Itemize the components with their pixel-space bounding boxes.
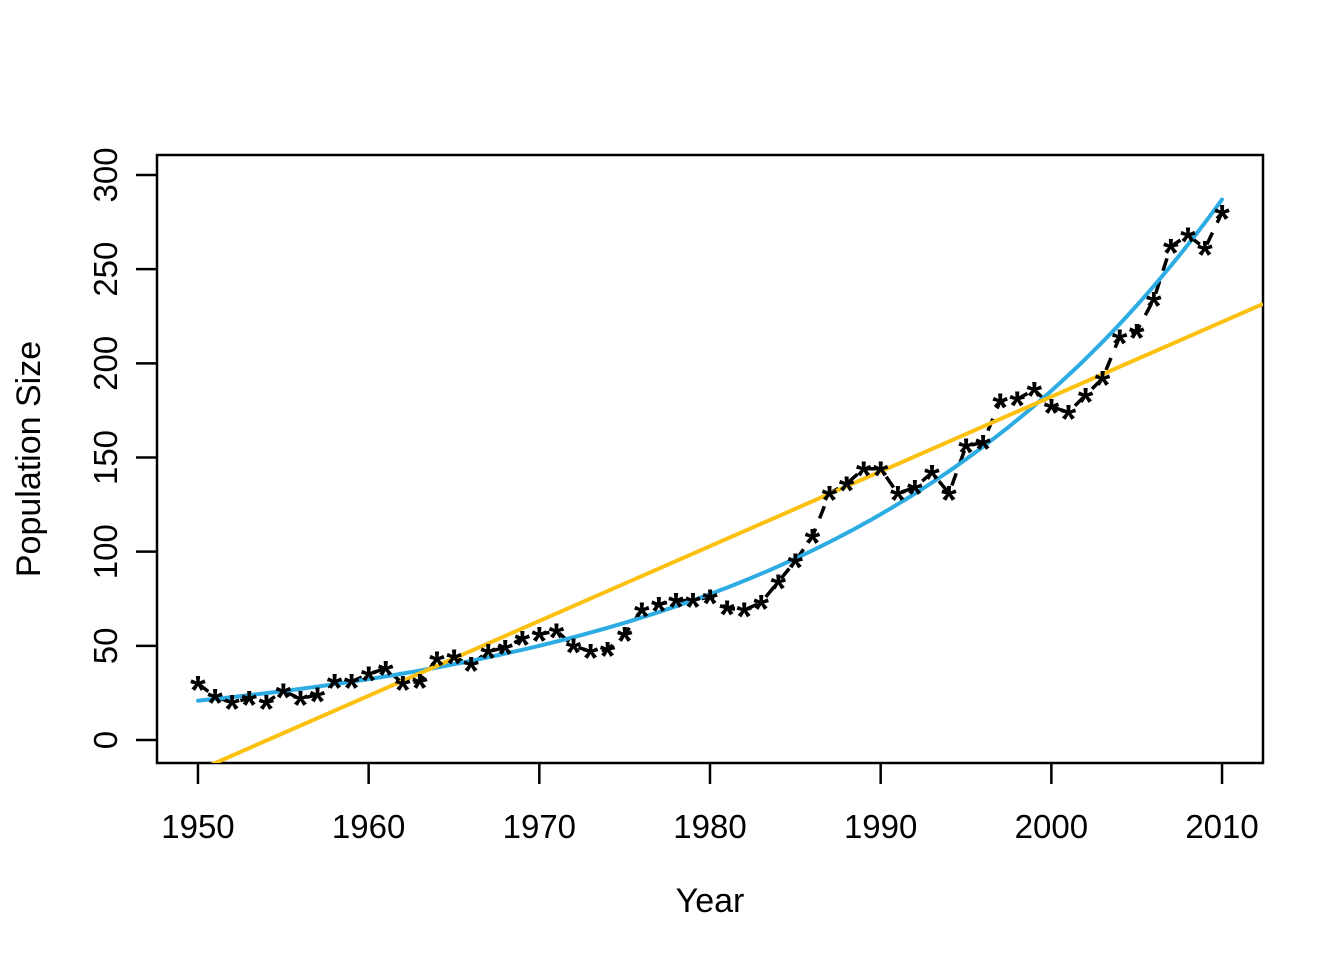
y-axis-tick-label: 300 — [87, 147, 124, 202]
data-point-asterisk: * — [361, 659, 377, 703]
data-point-asterisk: * — [429, 644, 445, 688]
data-point-asterisk: * — [822, 478, 838, 522]
data-point-asterisk: * — [190, 669, 206, 713]
linear-fit-line — [210, 302, 1263, 763]
data-point-asterisk: * — [617, 620, 633, 664]
data-point-asterisk: * — [839, 469, 855, 513]
data-point-asterisk: * — [378, 653, 394, 697]
data-point-asterisk: * — [310, 680, 326, 724]
x-axis-tick-label: 1960 — [332, 808, 405, 845]
data-point-asterisk: * — [600, 635, 616, 679]
x-axis-tick-label: 1990 — [844, 808, 917, 845]
x-axis-tick-label: 1970 — [503, 808, 576, 845]
y-axis-tick-label: 100 — [87, 524, 124, 579]
data-point-asterisk: * — [907, 473, 923, 517]
data-point-asterisk: * — [241, 684, 257, 728]
data-point-asterisk: * — [258, 687, 274, 731]
data-point-asterisk: * — [1129, 316, 1145, 360]
y-axis-tick-label: 50 — [87, 627, 124, 664]
data-point-asterisk: * — [634, 595, 650, 639]
data-point-asterisk: * — [327, 667, 343, 711]
data-point-asterisk: * — [992, 386, 1008, 430]
data-point-asterisk: * — [975, 427, 991, 471]
data-point-asterisk: * — [293, 684, 309, 728]
data-point-asterisk: * — [924, 458, 940, 502]
data-point-asterisk: * — [1027, 375, 1043, 419]
data-point-asterisk: * — [788, 546, 804, 590]
plot-box — [155, 153, 1265, 765]
data-point-asterisk: * — [685, 586, 701, 630]
data-point-asterisk: * — [224, 687, 240, 731]
y-axis-tick-label: 250 — [87, 242, 124, 297]
data-point-asterisk: * — [736, 595, 752, 639]
data-point-asterisk: * — [1180, 220, 1196, 264]
data-point-asterisk: * — [941, 478, 957, 522]
data-point-asterisk: * — [1214, 198, 1230, 242]
x-axis-tick-label: 2000 — [1015, 808, 1088, 845]
data-point-asterisk: * — [1095, 363, 1111, 407]
data-point-asterisk: * — [446, 642, 462, 686]
data-point-asterisk: * — [1078, 380, 1094, 424]
exponential-fit-curve — [196, 197, 1224, 703]
y-axis-title: Population Size — [10, 341, 48, 577]
data-point-asterisk: * — [395, 669, 411, 713]
observed-dashed-line — [196, 211, 1224, 705]
data-point-asterisk: * — [856, 454, 872, 498]
data-point-asterisk: * — [463, 650, 479, 694]
y-axis-tick-label: 0 — [87, 731, 124, 749]
data-point-asterisk: * — [702, 582, 718, 626]
data-point-asterisk: * — [549, 616, 565, 660]
data-point-asterisk: * — [1009, 384, 1025, 428]
x-axis-tick-label: 1980 — [673, 808, 746, 845]
data-point-asterisk: * — [719, 593, 735, 637]
data-point-asterisk: * — [668, 586, 684, 630]
x-axis-tick-label: 1950 — [161, 808, 234, 845]
data-point-asterisk: * — [412, 667, 428, 711]
data-point-asterisk: * — [651, 589, 667, 633]
data-point-asterisk: * — [1044, 392, 1060, 436]
data-point-asterisk: * — [344, 667, 360, 711]
data-point-asterisk: * — [480, 636, 496, 680]
data-point-asterisk: * — [583, 636, 599, 680]
data-point-asterisk: * — [207, 682, 223, 726]
data-point-asterisk: * — [873, 454, 889, 498]
y-axis-tick-label: 150 — [87, 430, 124, 485]
data-point-asterisk: * — [276, 676, 292, 720]
data-point-asterisk: * — [1146, 284, 1162, 328]
data-point-asterisk: * — [566, 631, 582, 675]
x-axis-tick-label: 2010 — [1185, 808, 1258, 845]
data-point-asterisk: * — [805, 522, 821, 566]
data-point-asterisk: * — [514, 623, 530, 667]
y-axis-tick-label: 200 — [87, 336, 124, 391]
data-point-asterisk: * — [1163, 232, 1179, 276]
data-point-asterisk: * — [958, 431, 974, 475]
data-point-asterisk: * — [1112, 322, 1128, 366]
data-point-asterisk: * — [770, 567, 786, 611]
data-point-asterisk: * — [1197, 233, 1213, 277]
data-point-asterisk: * — [890, 478, 906, 522]
data-point-asterisk: * — [1061, 397, 1077, 441]
x-axis-title: Year — [676, 882, 745, 920]
data-point-asterisk: * — [497, 633, 513, 677]
data-point-asterisk: * — [753, 588, 769, 632]
data-point-asterisk: * — [532, 620, 548, 664]
